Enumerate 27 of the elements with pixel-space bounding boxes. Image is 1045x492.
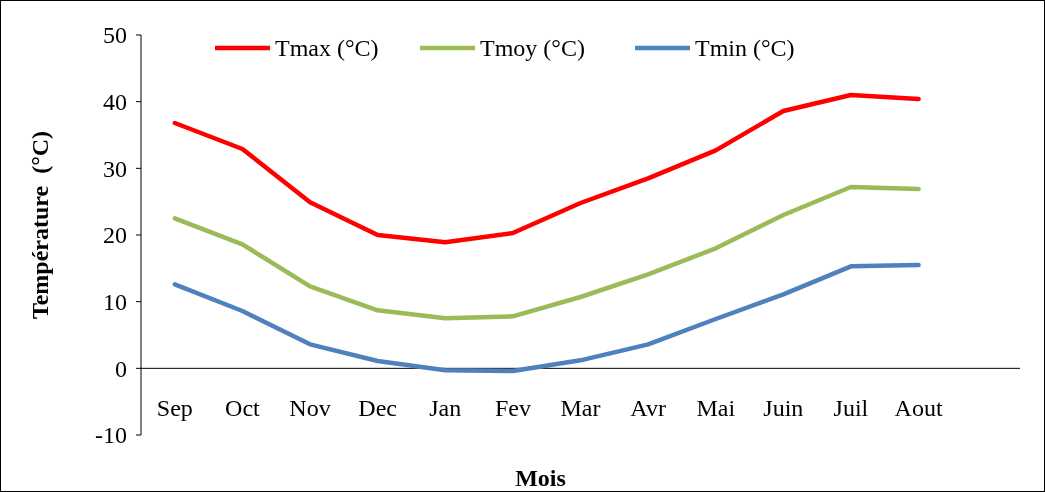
- y-tick-label: 50: [103, 22, 127, 49]
- x-tick-label: Nov: [289, 395, 331, 422]
- line-series: [172, 262, 921, 374]
- x-tick-label: Mar: [560, 395, 601, 422]
- x-tick-label: Fev: [494, 395, 531, 422]
- legend-label: Tmin (°C): [695, 35, 795, 62]
- x-tick-label: Dec: [358, 395, 397, 422]
- y-tick-label: 10: [103, 289, 127, 316]
- x-tick-label: Jan: [429, 395, 462, 422]
- line-series: [172, 92, 921, 245]
- x-tick-label: Juil: [833, 395, 869, 422]
- x-tick-label: Oct: [225, 395, 261, 422]
- y-tick-label: -10: [95, 422, 127, 449]
- x-tick-label: Avr: [630, 395, 666, 422]
- legend-label: Tmoy (°C): [480, 35, 585, 62]
- x-tick-label: Mai: [696, 395, 736, 422]
- x-tick-label: Juin: [763, 395, 804, 422]
- x-axis-title: Mois: [515, 465, 566, 491]
- x-tick-label: Sep: [156, 395, 193, 422]
- y-tick-label: 40: [103, 89, 127, 116]
- line-series: [172, 184, 921, 321]
- y-tick-label: 20: [103, 222, 127, 249]
- y-axis-title: Température (°C): [27, 130, 53, 320]
- y-tick-label: 0: [115, 355, 127, 382]
- legend-label: Tmax (°C): [275, 35, 379, 62]
- y-tick-label: 30: [103, 155, 127, 182]
- x-tick-label: Aout: [894, 395, 943, 422]
